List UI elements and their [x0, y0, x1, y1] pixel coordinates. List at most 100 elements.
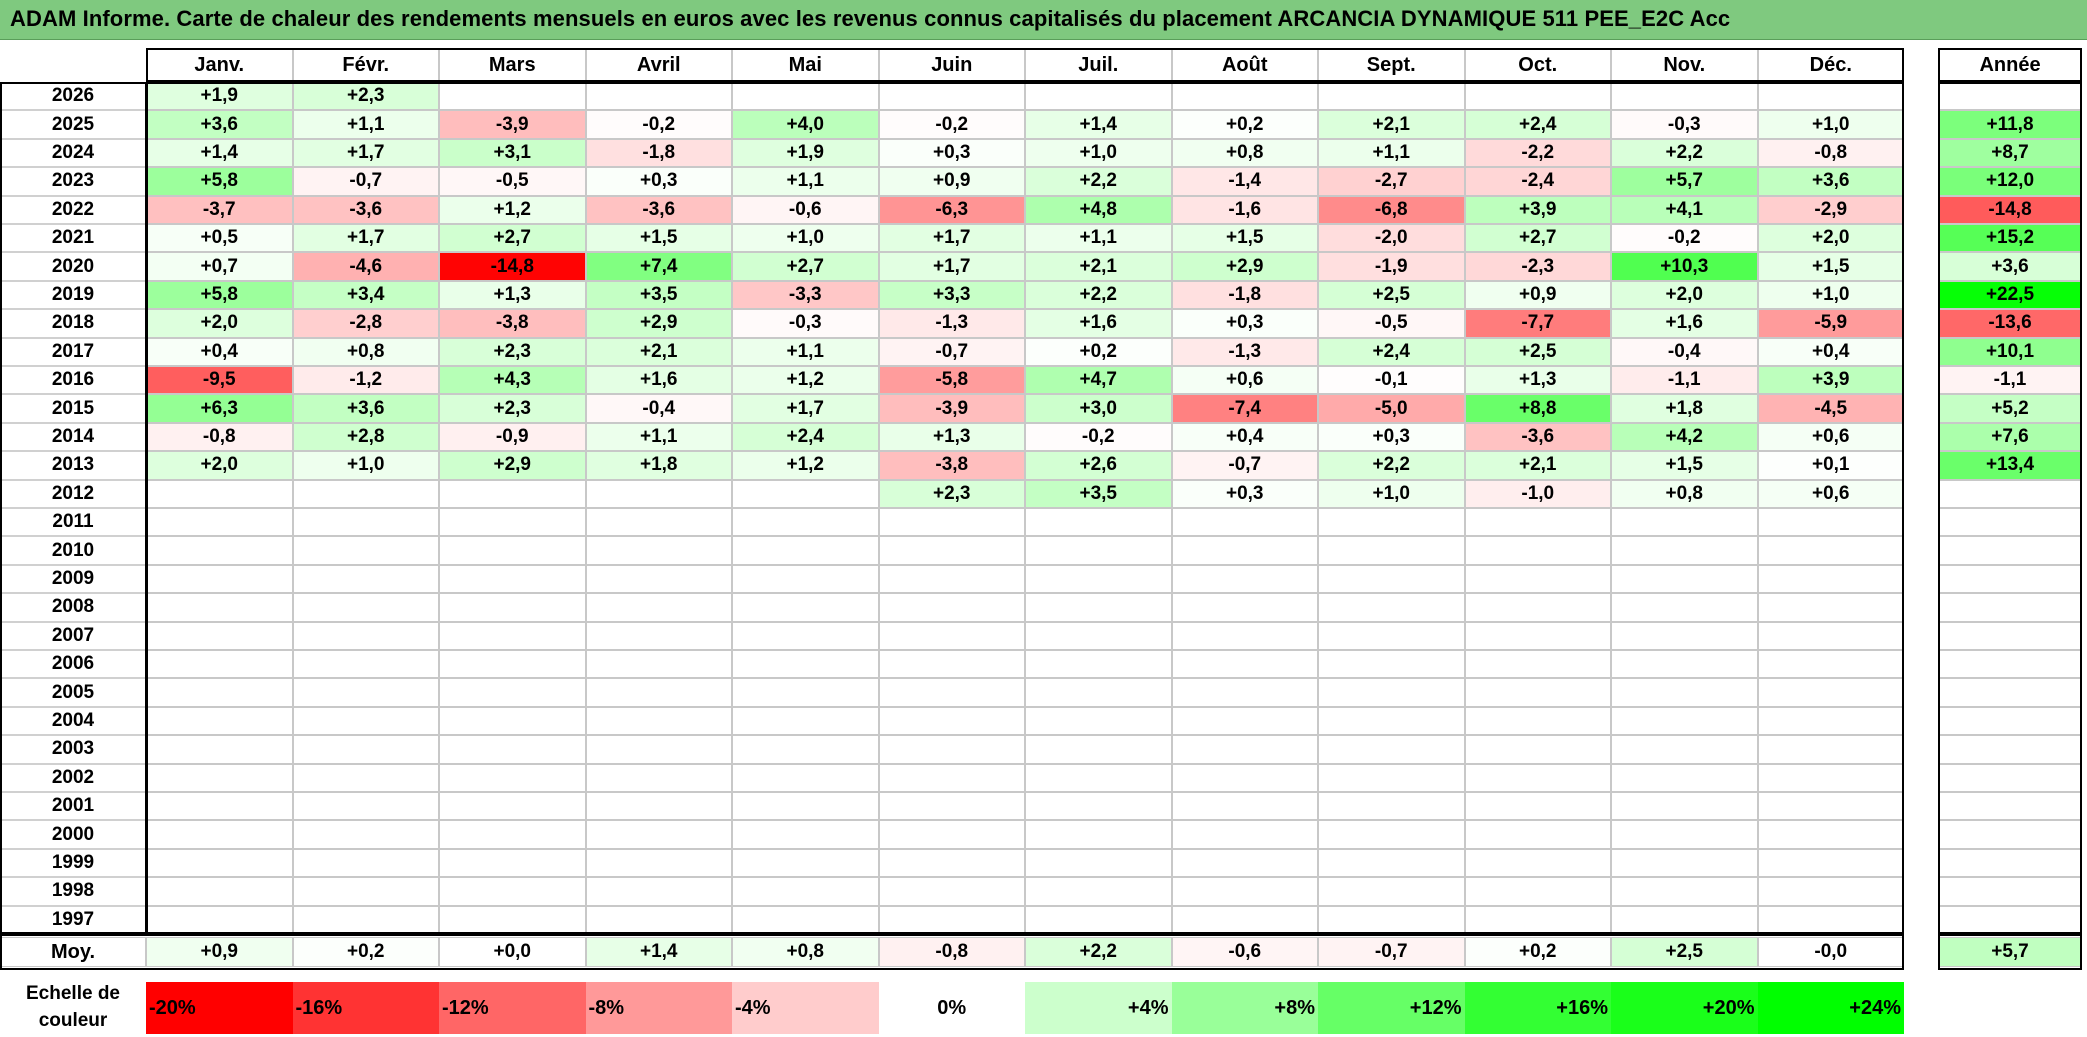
average-cell: +1,4	[585, 937, 732, 967]
heatmap-cell: +1,8	[1611, 394, 1758, 423]
heatmap-cell	[585, 593, 732, 622]
heatmap-cell: -0,2	[585, 110, 732, 139]
heatmap-cell	[878, 678, 1025, 707]
heatmap-cell: +1,2	[732, 366, 879, 395]
heatmap-cell: +2,9	[1171, 252, 1318, 281]
average-cell: -0,8	[878, 937, 1025, 967]
heatmap-cell: +0,4	[1757, 337, 1904, 366]
month-header: Oct.	[1464, 48, 1611, 82]
heatmap-cell	[585, 621, 732, 650]
heatmap-cell	[1464, 508, 1611, 537]
heatmap-cell: +1,7	[878, 224, 1025, 253]
heatmap-cell	[1318, 820, 1465, 849]
heatmap-cell	[1757, 820, 1904, 849]
heatmap-cell: -0,8	[1757, 138, 1904, 168]
heatmap-cell: +5,8	[146, 167, 293, 196]
heatmap-cell	[146, 706, 293, 736]
heatmap-cell	[1464, 735, 1611, 764]
heatmap-cell	[292, 564, 439, 594]
heatmap-cell	[292, 905, 439, 934]
heatmap-cell	[1318, 82, 1465, 111]
heatmap-cell	[1318, 792, 1465, 821]
average-cell: +0,9	[146, 937, 293, 967]
heatmap-cell	[439, 479, 586, 508]
heatmap-cell	[1464, 593, 1611, 622]
year-label: 2023	[0, 167, 146, 196]
heatmap-cell: +2,4	[1318, 337, 1465, 366]
heatmap-cell: +3,5	[1025, 479, 1172, 508]
heatmap-cell: +1,9	[146, 82, 293, 111]
heatmap-cell	[1318, 706, 1465, 736]
heatmap-cell	[1611, 877, 1758, 906]
annual-cell	[1938, 621, 2082, 650]
heatmap-cell: +5,7	[1611, 167, 1758, 196]
annual-cell: +12,0	[1938, 167, 2082, 196]
year-label: 2003	[0, 735, 146, 764]
heatmap-cell	[585, 508, 732, 537]
heatmap-cell: +2,7	[439, 224, 586, 253]
heatmap-cell	[439, 593, 586, 622]
color-scale-label-line1: Echelle de	[26, 983, 120, 1004]
heatmap-cell: +1,3	[439, 280, 586, 310]
heatmap-cell: +0,2	[1171, 110, 1318, 139]
heatmap-cell: +2,9	[439, 451, 586, 480]
heatmap-cell: +0,8	[1611, 479, 1758, 508]
heatmap-cell	[1464, 706, 1611, 736]
heatmap-cell	[1171, 564, 1318, 594]
heatmap-cell: -0,7	[1171, 451, 1318, 480]
average-cell: +0,0	[439, 937, 586, 967]
color-scale-swatch: +12%	[1318, 982, 1465, 1034]
average-cell: -0,6	[1171, 937, 1318, 967]
heatmap-cell	[1025, 536, 1172, 565]
heatmap-cell: +0,3	[1171, 479, 1318, 508]
heatmap-cell: +3,9	[1757, 366, 1904, 395]
heatmap-cell	[1611, 536, 1758, 565]
heatmap-cell: +2,5	[1464, 337, 1611, 366]
month-header: Déc.	[1757, 48, 1904, 82]
heatmap-cell	[1611, 678, 1758, 707]
heatmap-cell: -1,0	[1464, 479, 1611, 508]
heatmap-cell: -5,9	[1757, 309, 1904, 338]
average-label: Moy.	[0, 937, 146, 967]
heatmap-cell	[1171, 905, 1318, 934]
heatmap-cell: -0,3	[1611, 110, 1758, 139]
heatmap-cell: +0,6	[1757, 479, 1904, 508]
heatmap-cell	[439, 678, 586, 707]
heatmap-cell: -2,0	[1318, 224, 1465, 253]
heatmap-cell	[732, 820, 879, 849]
heatmap-cell: -3,9	[878, 394, 1025, 423]
heatmap-cell	[732, 905, 879, 934]
heatmap-cell: +1,1	[585, 422, 732, 452]
heatmap-cell	[1171, 877, 1318, 906]
heatmap-cell	[1757, 82, 1904, 111]
heatmap-cell	[585, 564, 732, 594]
heatmap-cell: +4,8	[1025, 195, 1172, 224]
heatmap-cell: +3,1	[439, 138, 586, 168]
heatmap-cell	[878, 848, 1025, 878]
heatmap-cell	[878, 650, 1025, 679]
year-label: 2002	[0, 763, 146, 792]
heatmap-cell	[146, 820, 293, 849]
heatmap-cell	[1757, 536, 1904, 565]
heatmap-cell	[585, 536, 732, 565]
heatmap-cell: -3,3	[732, 280, 879, 310]
heatmap-cell: +0,3	[878, 138, 1025, 168]
color-scale-label-line2: couleur	[38, 1010, 108, 1031]
heatmap-cell	[1611, 564, 1758, 594]
heatmap-cell: +3,6	[292, 394, 439, 423]
heatmap-cell	[1611, 593, 1758, 622]
heatmap-cell	[1318, 650, 1465, 679]
heatmap-cell: -1,2	[292, 366, 439, 395]
heatmap-cell	[732, 735, 879, 764]
year-label: 2021	[0, 224, 146, 253]
heatmap-cell: +2,0	[146, 451, 293, 480]
heatmap-cell: -0,2	[878, 110, 1025, 139]
heatmap-cell: -1,1	[1611, 366, 1758, 395]
heatmap-cell	[732, 877, 879, 906]
heatmap-cell	[1611, 820, 1758, 849]
heatmap-cell: -1,8	[585, 138, 732, 168]
heatmap-cell: -0,9	[439, 422, 586, 452]
heatmap-cell: +1,7	[732, 394, 879, 423]
heatmap-cell: +1,8	[585, 451, 732, 480]
heatmap-cell: +2,2	[1025, 280, 1172, 310]
